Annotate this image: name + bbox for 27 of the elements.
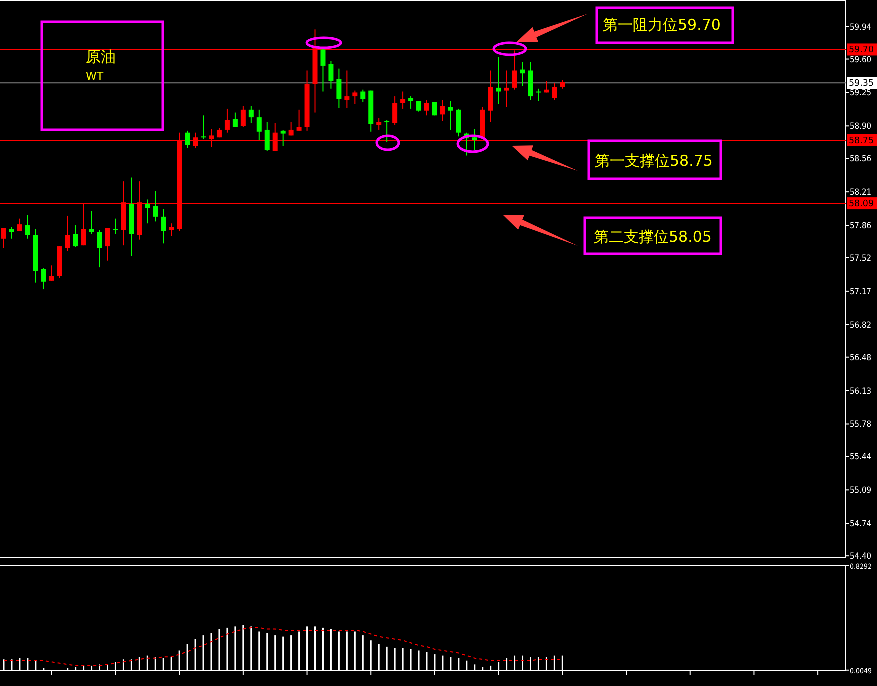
y-tick-label: 57.86: [850, 222, 874, 232]
y-tick-label: 58.90: [850, 122, 874, 132]
annotation: 第一支撑位58.75: [595, 152, 713, 170]
y-tick-label: 54.74: [850, 520, 874, 530]
y-tick-label: 57.52: [850, 254, 874, 264]
y-tick-label: 58.56: [850, 154, 874, 165]
y-tick-label: 56.13: [850, 386, 874, 397]
ref-line-label: 58.75: [849, 136, 875, 146]
annotation: 原油: [86, 48, 116, 66]
y-tick-label: 57.17: [850, 287, 874, 298]
y-tick-label: 55.09: [850, 486, 874, 496]
y-tick-label: 55.78: [850, 420, 874, 430]
ref-line-label: 58.09: [849, 200, 875, 210]
y-tick-label: 54.40: [850, 552, 874, 562]
line-series: [3, 627, 564, 666]
y-tick-label: 55.44: [850, 452, 874, 463]
annotation: 第一阻力位59.70: [603, 16, 721, 34]
y-tick-label: 56.48: [850, 353, 874, 364]
ref-line-label: 59.70: [849, 46, 875, 56]
annotation: WT: [86, 70, 104, 83]
annotation: 第二支撑位58.05: [594, 228, 712, 246]
y-tick-label: 59.94: [850, 22, 874, 33]
y-tick-label: 56.82: [850, 320, 874, 331]
y-tick-label: 59.60: [850, 55, 874, 66]
ref-line-label: 59.35: [849, 79, 875, 90]
y-tick-label: 58.21: [850, 188, 874, 198]
y-tick-label: 59.25: [850, 88, 874, 99]
